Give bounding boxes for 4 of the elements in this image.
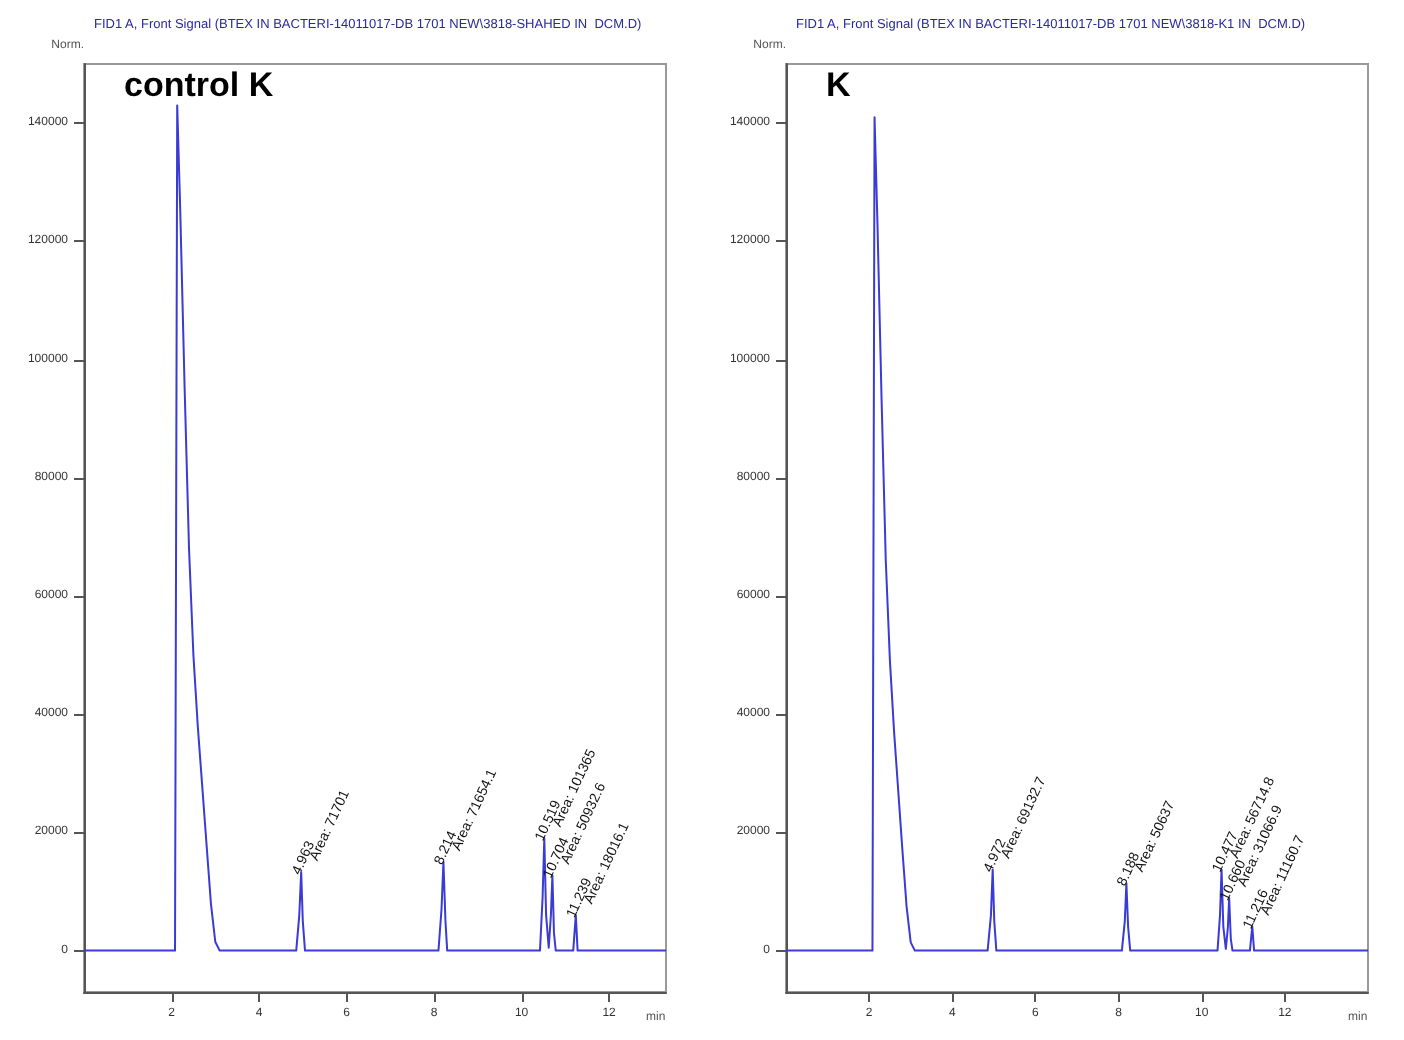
line-series	[83, 104, 667, 952]
annotation: K	[826, 66, 852, 104]
line-series	[785, 116, 1369, 952]
annotation: control K	[124, 66, 275, 104]
